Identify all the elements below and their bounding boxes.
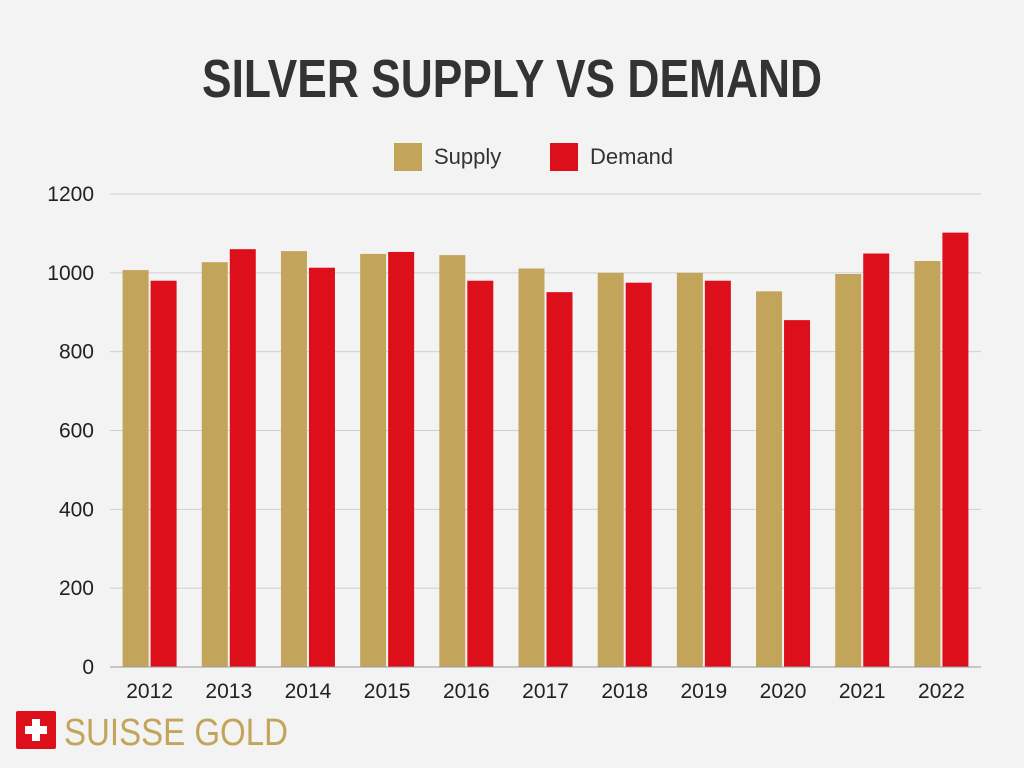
x-tick-label: 2022 [918, 680, 965, 703]
chart-title: SILVER SUPPLY VS DEMAND [202, 49, 822, 109]
bar-demand-2012 [150, 280, 177, 667]
bar-demand-2021 [863, 253, 890, 667]
swiss-cross-horizontal [25, 726, 47, 734]
bar-supply-2022 [914, 261, 941, 667]
y-tick-label: 600 [59, 420, 94, 443]
bar-supply-2013 [201, 262, 228, 667]
bar-supply-2017 [518, 268, 545, 667]
x-tick-label: 2012 [126, 680, 173, 703]
x-axis-ticks: 2012 2013 2014 2015 2016 2017 2018 2019 2020 2021… [126, 680, 965, 703]
x-tick-label: 2019 [681, 680, 728, 703]
bar-demand-2014 [308, 267, 335, 667]
y-axis-ticks: 0 200 400 600 800 1000 1200 [47, 183, 94, 679]
x-tick-label: 2014 [285, 680, 332, 703]
bar-supply-2019 [676, 272, 703, 667]
legend: Supply Demand [394, 143, 673, 171]
bar-supply-2015 [360, 253, 387, 667]
x-tick-label: 2021 [839, 680, 886, 703]
x-tick-label: 2015 [364, 680, 411, 703]
y-tick-label: 800 [59, 341, 94, 364]
y-tick-label: 1200 [47, 183, 94, 206]
legend-label-supply: Supply [434, 144, 501, 169]
bar-demand-2018 [625, 282, 652, 667]
legend-swatch-demand [550, 143, 578, 171]
bar-demand-2015 [388, 251, 415, 667]
legend-swatch-supply [394, 143, 422, 171]
x-tick-label: 2013 [205, 680, 252, 703]
bars [122, 232, 969, 668]
y-tick-label: 0 [82, 656, 94, 679]
bar-demand-2013 [229, 249, 256, 667]
bar-supply-2020 [756, 291, 783, 667]
brand-name: SUISSE GOLD [64, 712, 288, 754]
bar-demand-2022 [942, 232, 969, 667]
x-tick-label: 2018 [601, 680, 648, 703]
bar-demand-2016 [467, 280, 494, 667]
bar-supply-2016 [439, 255, 466, 668]
x-tick-label: 2020 [760, 680, 807, 703]
bar-supply-2021 [835, 274, 862, 667]
x-tick-label: 2017 [522, 680, 569, 703]
bar-demand-2019 [704, 280, 731, 667]
bar-supply-2012 [122, 270, 149, 667]
bar-demand-2020 [784, 320, 811, 667]
bar-supply-2014 [280, 251, 307, 667]
y-tick-label: 1000 [47, 262, 94, 285]
y-tick-label: 200 [59, 577, 94, 600]
y-tick-label: 400 [59, 498, 94, 521]
x-tick-label: 2016 [443, 680, 490, 703]
brand-logo: SUISSE GOLD [16, 711, 288, 754]
legend-label-demand: Demand [590, 144, 673, 169]
bar-demand-2017 [546, 292, 573, 667]
bar-supply-2018 [597, 272, 624, 667]
